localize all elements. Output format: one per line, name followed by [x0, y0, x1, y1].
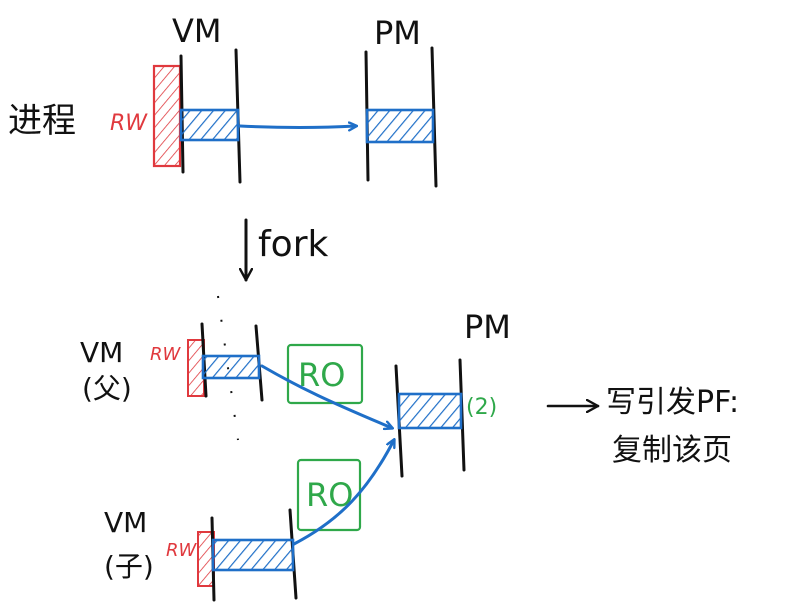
fork-label: fork: [258, 224, 329, 265]
top-vm-page: [179, 108, 240, 142]
child-vm-label: VM: [104, 506, 147, 539]
child-rw-label: RW: [166, 540, 198, 561]
top-pm-label: PM: [374, 14, 421, 52]
refcount-label: (2): [466, 395, 497, 420]
top-rw-label: RW: [110, 111, 148, 136]
top-section: 进程 RW VM PM: [8, 12, 438, 188]
child-vm-page: [211, 538, 295, 572]
ro-badge-top: [286, 343, 364, 405]
parent-rw-strip: [187, 339, 205, 397]
fork-step: fork: [246, 218, 329, 282]
top-vm-label: VM: [172, 12, 222, 50]
child-tag: (子): [104, 550, 154, 583]
parent-tag: (父): [82, 372, 132, 405]
ro-text-top: RO: [298, 356, 345, 394]
result-line-1: 写引发PF:: [606, 385, 739, 420]
parent-mapping-arrow: [260, 364, 392, 428]
process-label: 进程: [8, 101, 76, 141]
parent-vm-page: [201, 354, 261, 380]
bottom-section: VM (父) RW RO PM (2) RO VM (子) RW 写引发PF: [80, 295, 739, 602]
bottom-pm-label: PM: [464, 308, 511, 346]
top-pm-page: [365, 108, 435, 144]
top-mapping-arrow: [238, 126, 356, 128]
parent-vm-label: VM: [80, 336, 123, 369]
child-mapping-arrow: [292, 440, 394, 546]
top-rw-strip: [152, 64, 182, 168]
parent-rw-label: RW: [150, 344, 182, 365]
result-line-2: 复制该页: [612, 433, 732, 468]
ro-badge-bottom: [296, 458, 362, 532]
shared-pm-page: [397, 392, 463, 430]
